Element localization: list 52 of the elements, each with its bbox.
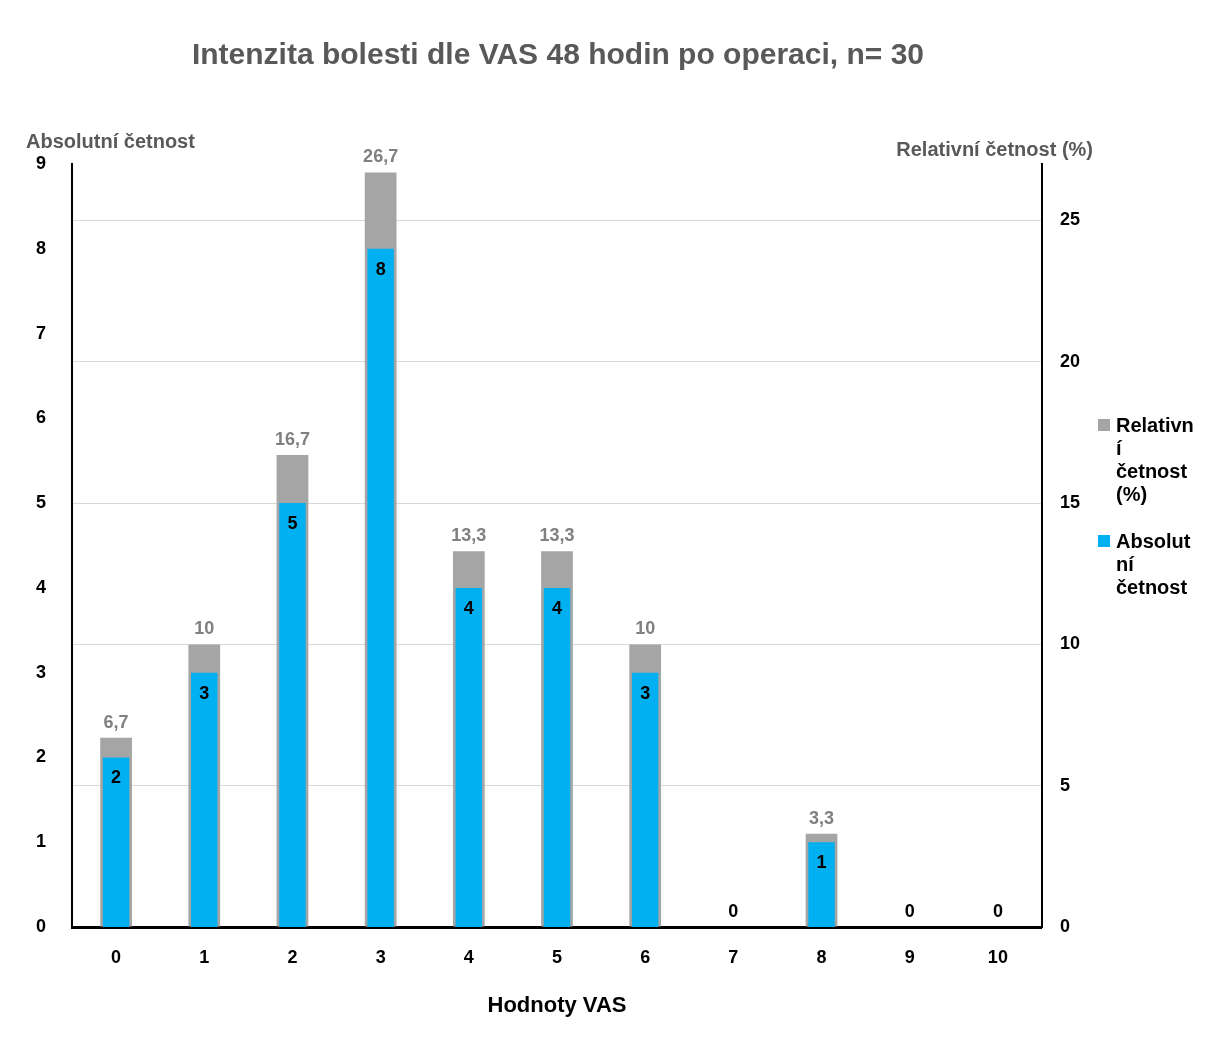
x-tick-label: 1	[199, 946, 210, 967]
y2-tick-label: 25	[1059, 209, 1081, 230]
x-tick-label: 3	[375, 946, 386, 967]
y-tick-label: 7	[36, 322, 47, 343]
legend-label: Relativní četnost (%)	[1116, 413, 1195, 506]
x-tick-label: 0	[111, 946, 122, 967]
y2-tick-label: 20	[1059, 350, 1081, 371]
y-tick-label: 5	[36, 492, 47, 513]
data-label: 2	[111, 767, 122, 788]
data-label: 4	[551, 597, 562, 618]
data-label: 13,3	[539, 525, 575, 546]
y-tick-label: 4	[36, 576, 47, 597]
x-axis-title: Hodnoty VAS	[487, 991, 627, 1017]
x-tick-label: 6	[640, 946, 651, 967]
x-tick-label: 8	[816, 946, 827, 967]
x-tick-label: 5	[551, 946, 562, 967]
data-label: 3,3	[809, 807, 835, 828]
y2-tick-label: 10	[1059, 633, 1081, 654]
y2-axis-title: Relativní četnost (%)	[896, 138, 1093, 160]
y2-tick-label: 0	[1059, 915, 1070, 936]
data-label: 0	[992, 900, 1003, 921]
y-tick-label: 0	[36, 915, 47, 936]
data-label: 0	[904, 900, 915, 921]
x-tick-label: 2	[287, 946, 298, 967]
data-label: 26,7	[363, 146, 399, 167]
data-label: 16,7	[274, 429, 310, 450]
y2-tick-label: 5	[1059, 774, 1070, 795]
x-tick-label: 7	[728, 946, 739, 967]
data-label: 1	[816, 852, 827, 873]
y2-tick-label: 15	[1059, 492, 1081, 513]
x-tick-label: 10	[987, 946, 1008, 967]
data-label: 13,3	[451, 525, 487, 546]
legend-label: Absolutní četnost	[1116, 529, 1192, 599]
data-label: 4	[463, 597, 474, 618]
data-label: 8	[375, 258, 386, 279]
y-axis-title: Absolutní četnost	[26, 130, 196, 152]
data-label: 6,7	[103, 711, 129, 732]
data-label: 3	[640, 682, 651, 703]
data-label: 5	[287, 513, 298, 534]
chart-title: Intenzita bolesti dle VAS 48 hodin po operaci, n= 30	[191, 37, 925, 71]
data-label: 10	[194, 618, 215, 639]
y-tick-label: 3	[36, 661, 47, 682]
data-label: 0	[728, 900, 739, 921]
data-label: 10	[635, 618, 656, 639]
y-tick-label: 6	[36, 407, 47, 428]
y-tick-label: 9	[36, 152, 47, 173]
data-label: 3	[199, 682, 210, 703]
y-tick-label: 8	[36, 237, 47, 258]
x-tick-label: 4	[463, 946, 474, 967]
y-tick-label: 2	[36, 746, 47, 767]
y-tick-label: 1	[36, 831, 47, 852]
x-tick-label: 9	[904, 946, 915, 967]
